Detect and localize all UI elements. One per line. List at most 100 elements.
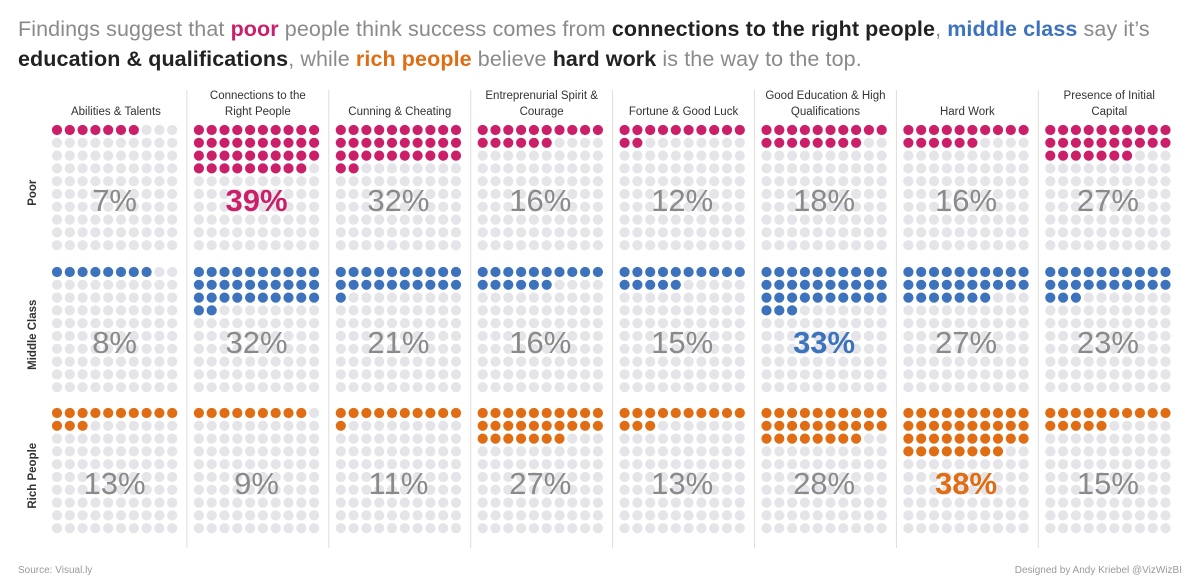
empty-dot [219, 201, 230, 212]
empty-dot [592, 176, 604, 187]
filled-dot [1018, 266, 1029, 278]
empty-dot [863, 305, 875, 316]
empty-dot [683, 279, 694, 290]
filled-dot [206, 407, 217, 419]
waffle-poor-connections-to-the-right-people [193, 124, 320, 251]
empty-dot [721, 163, 733, 174]
empty-dot [709, 497, 720, 508]
filled-dot [967, 292, 978, 303]
filled-dot [954, 446, 965, 457]
empty-dot [645, 201, 656, 212]
filled-dot [51, 124, 63, 136]
empty-dot [309, 484, 320, 495]
filled-dot [992, 407, 1004, 419]
empty-dot [709, 240, 720, 251]
empty-dot [619, 214, 630, 225]
empty-dot [592, 523, 604, 534]
filled-dot [812, 420, 823, 431]
empty-dot [335, 227, 346, 238]
empty-dot [812, 227, 823, 238]
empty-dot [696, 433, 707, 444]
empty-dot [619, 510, 630, 521]
empty-dot [438, 523, 449, 534]
empty-dot [348, 214, 359, 225]
empty-dot [219, 305, 230, 316]
empty-dot [206, 497, 217, 508]
empty-dot [1122, 433, 1133, 444]
filled-dot [761, 279, 772, 290]
empty-dot [374, 510, 385, 521]
empty-dot [245, 356, 256, 367]
empty-dot [1160, 510, 1171, 521]
empty-dot [348, 459, 359, 470]
empty-dot [1070, 510, 1081, 521]
empty-dot [167, 356, 178, 367]
empty-dot [283, 214, 294, 225]
empty-dot [1083, 471, 1094, 483]
empty-dot [528, 214, 540, 225]
filled-dot [270, 407, 281, 419]
empty-dot [863, 433, 875, 444]
filled-dot [425, 266, 436, 278]
filled-dot [219, 137, 230, 148]
empty-dot [863, 137, 875, 148]
empty-dot [851, 227, 862, 238]
empty-dot [1122, 484, 1133, 495]
empty-dot [734, 201, 745, 212]
filled-dot [1122, 407, 1133, 419]
empty-dot [348, 420, 359, 431]
empty-dot [386, 188, 398, 200]
empty-dot [64, 214, 75, 225]
empty-dot [1018, 292, 1029, 303]
empty-dot [1096, 510, 1107, 521]
empty-dot [876, 446, 887, 457]
empty-dot [657, 330, 669, 342]
empty-dot [838, 459, 849, 470]
empty-dot [1096, 318, 1107, 329]
filled-dot [374, 279, 385, 290]
empty-dot [490, 188, 501, 200]
empty-dot [863, 318, 875, 329]
empty-dot [721, 343, 733, 354]
empty-dot [141, 240, 152, 251]
empty-dot [270, 382, 281, 393]
empty-dot [876, 318, 887, 329]
empty-dot [1070, 330, 1081, 342]
empty-dot [51, 163, 63, 174]
filled-dot [1018, 124, 1029, 136]
empty-dot [554, 227, 565, 238]
filled-dot [193, 150, 204, 161]
empty-dot [528, 356, 540, 367]
empty-dot [1045, 382, 1056, 393]
empty-dot [812, 369, 823, 380]
empty-dot [721, 471, 733, 483]
empty-dot [657, 201, 669, 212]
filled-dot [928, 433, 940, 444]
empty-dot [1147, 343, 1158, 354]
empty-dot [77, 279, 88, 290]
empty-dot [412, 214, 423, 225]
empty-dot [787, 484, 798, 495]
empty-dot [799, 382, 811, 393]
empty-dot [348, 510, 359, 521]
empty-dot [709, 305, 720, 316]
filled-dot [103, 124, 114, 136]
filled-dot [257, 266, 268, 278]
empty-dot [1134, 459, 1145, 470]
empty-dot [787, 318, 798, 329]
filled-dot [696, 266, 707, 278]
empty-dot [270, 176, 281, 187]
empty-dot [283, 240, 294, 251]
empty-dot [154, 356, 165, 367]
empty-dot [270, 446, 281, 457]
empty-dot [425, 176, 436, 187]
empty-dot [232, 497, 243, 508]
empty-dot [1109, 188, 1120, 200]
empty-dot [1096, 343, 1107, 354]
empty-dot [903, 176, 914, 187]
empty-dot [1122, 459, 1133, 470]
filled-dot [954, 137, 965, 148]
empty-dot [193, 318, 204, 329]
filled-dot [941, 124, 952, 136]
empty-dot [1147, 214, 1158, 225]
